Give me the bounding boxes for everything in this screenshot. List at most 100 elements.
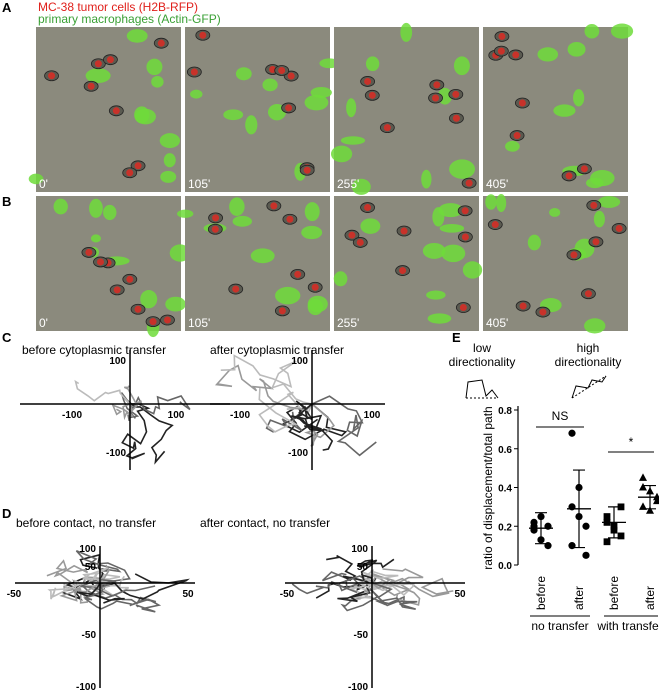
tick-label: -50 [280, 589, 295, 600]
macrophage [527, 234, 541, 251]
nucleus [539, 308, 547, 316]
nucleus [163, 316, 171, 324]
macrophage [553, 104, 576, 117]
header: low [473, 341, 491, 355]
icon-high [571, 375, 607, 399]
header: directionality [449, 355, 516, 369]
header: directionality [555, 355, 622, 369]
macrophage [103, 204, 117, 221]
nucleus [126, 275, 134, 283]
macrophage [85, 68, 111, 83]
macrophage [365, 56, 380, 72]
time-stamp: 255' [337, 316, 359, 330]
nucleus [149, 318, 157, 326]
point [617, 532, 625, 540]
nucleus [432, 94, 440, 102]
macrophage [89, 198, 103, 218]
trajectory [326, 554, 373, 584]
plot-title: after contact, no transfer [200, 516, 330, 530]
nucleus [286, 215, 294, 223]
macrophage [140, 290, 158, 309]
nucleus [368, 91, 376, 99]
nucleus [584, 290, 592, 298]
nucleus [513, 132, 521, 140]
trajectory [360, 569, 399, 584]
icon-high-dash [571, 375, 607, 399]
point [603, 513, 611, 520]
micrograph-bg [36, 27, 181, 192]
nucleus [303, 166, 311, 174]
macrophage [301, 225, 323, 240]
y-axis-label: ratio of displacement/total path [481, 406, 495, 569]
macrophage [505, 140, 520, 152]
nucleus [287, 72, 295, 80]
nucleus [570, 251, 578, 259]
macrophage [232, 215, 252, 227]
tick-label: -50 [354, 630, 369, 641]
tick-label: -100 [62, 410, 82, 421]
macrophage [160, 170, 177, 183]
macrophage [126, 29, 148, 43]
point [582, 522, 590, 530]
sd-bar [608, 506, 620, 539]
trajectory [129, 395, 191, 415]
nucleus [364, 77, 372, 85]
macrophage [496, 194, 507, 213]
macrophage [330, 145, 353, 163]
header: high [577, 341, 600, 355]
trajectory [74, 379, 131, 405]
point [639, 473, 647, 481]
tick-label: 100 [109, 356, 126, 367]
macrophage [90, 234, 101, 243]
nucleus [615, 224, 623, 232]
legend-red: MC-38 tumor cells (H2B-RFP) [38, 0, 198, 14]
trajectory [291, 575, 373, 595]
tick-label: -50 [7, 589, 22, 600]
nucleus [278, 66, 286, 74]
y-tick-label: 0.6 [498, 445, 512, 456]
tick-label: -100 [288, 448, 308, 459]
macrophage [432, 207, 445, 227]
time-stamp: 405' [486, 177, 508, 191]
micrograph-bg [334, 196, 479, 331]
macrophage [360, 218, 381, 234]
nucleus [199, 31, 207, 39]
nucleus [270, 202, 278, 210]
sig-label: * [629, 435, 634, 449]
nucleus [190, 68, 198, 76]
nucleus [311, 283, 319, 291]
macrophage [333, 271, 348, 287]
sd-bar [573, 469, 585, 549]
tick-label: 100 [168, 410, 185, 421]
trajectory [311, 395, 377, 457]
y-tick-label: 0.4 [498, 484, 512, 495]
macrophage [275, 286, 301, 305]
macrophage [439, 224, 465, 233]
macrophage [177, 209, 194, 218]
category-label: after [643, 586, 657, 610]
nucleus [400, 227, 408, 235]
icon-low [465, 379, 499, 399]
macrophage [438, 203, 464, 218]
macrophage [245, 115, 258, 135]
tick-label: -100 [348, 682, 368, 692]
condition-label: with transfer [596, 619, 659, 633]
point [617, 503, 625, 511]
macrophage [53, 198, 68, 215]
tick-label: 100 [291, 356, 308, 367]
nucleus [134, 162, 142, 170]
macrophage [235, 67, 252, 81]
nucleus [269, 65, 277, 73]
macrophage [422, 242, 446, 259]
macrophage [307, 298, 324, 316]
point [639, 483, 647, 491]
sd-bar [644, 484, 656, 510]
macrophage [223, 109, 244, 121]
macrophage [426, 290, 446, 300]
tick-label: 50 [182, 589, 194, 600]
macrophage [346, 98, 357, 118]
trajectory [80, 578, 156, 597]
nucleus [461, 207, 469, 215]
nucleus [590, 201, 598, 209]
point [639, 502, 647, 510]
